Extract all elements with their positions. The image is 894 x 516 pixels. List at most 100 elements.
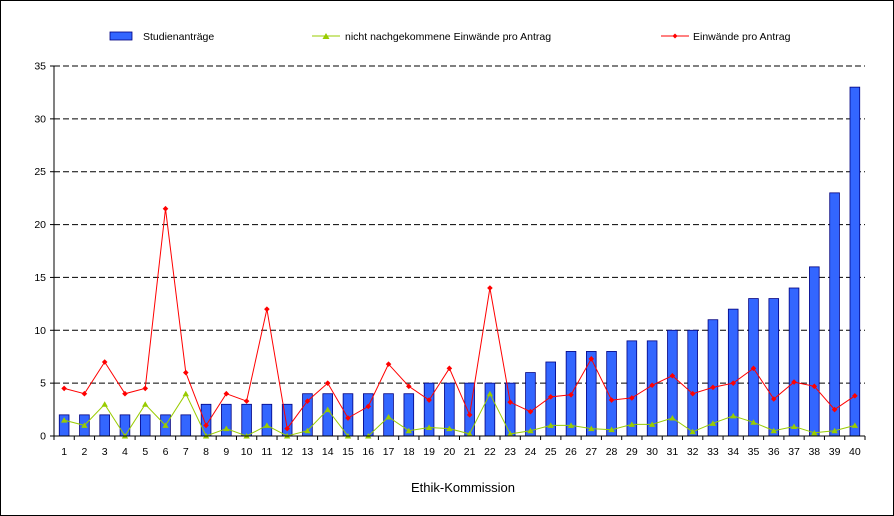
bar — [119, 414, 131, 437]
bar — [707, 319, 719, 437]
x-tick-label: 8 — [203, 446, 209, 458]
x-tick-label: 29 — [626, 446, 638, 458]
x-tick-label: 4 — [122, 446, 128, 458]
bar — [525, 372, 536, 437]
legend-label: Studienanträge — [143, 31, 214, 43]
x-tick-label: 33 — [707, 446, 719, 458]
point-marker — [831, 406, 838, 413]
x-tick-label: 12 — [281, 446, 293, 458]
point-marker — [547, 394, 554, 400]
point-marker — [486, 390, 494, 397]
point-marker — [446, 365, 453, 372]
x-tick-label: 40 — [849, 446, 861, 458]
x-tick-label: 17 — [383, 446, 395, 458]
x-axis-title: Ethik-Kommission — [411, 480, 515, 495]
point-marker — [506, 430, 514, 437]
point-marker — [628, 421, 636, 427]
bar — [788, 287, 800, 437]
x-tick-label: 25 — [545, 446, 557, 458]
x-tick-label: 39 — [829, 446, 841, 458]
point-marker — [527, 408, 534, 415]
point-marker — [162, 422, 169, 428]
point-marker — [182, 390, 189, 397]
point-marker — [588, 356, 595, 362]
x-tick-label: 15 — [342, 446, 354, 458]
y-tick-label: 15 — [34, 272, 46, 284]
point-marker — [851, 422, 859, 428]
x-tick-label: 6 — [163, 446, 169, 458]
legend-marker-diamond — [672, 33, 678, 39]
point-marker — [142, 401, 149, 407]
x-tick-label: 7 — [183, 446, 189, 458]
x-tick-label: 30 — [646, 446, 658, 458]
point-marker — [426, 397, 432, 403]
point-marker — [730, 380, 737, 386]
bar — [342, 393, 354, 437]
x-tick-label: 20 — [444, 446, 456, 458]
bar — [261, 403, 273, 437]
y-tick-label: 0 — [40, 431, 46, 443]
x-tick-label: 3 — [102, 446, 108, 458]
point-marker — [61, 385, 67, 392]
bar — [849, 86, 861, 437]
bar — [221, 403, 232, 437]
x-tick-label: 14 — [322, 446, 334, 458]
x-tick-label: 11 — [261, 446, 272, 458]
point-marker — [466, 412, 473, 418]
legend-swatch-bar — [109, 31, 133, 41]
x-tick-label: 5 — [142, 446, 148, 458]
x-tick-label: 27 — [585, 446, 597, 458]
x-tick-label: 28 — [606, 446, 618, 458]
bar — [768, 298, 780, 437]
point-marker — [324, 406, 331, 413]
point-marker — [203, 422, 209, 429]
point-marker — [81, 422, 88, 428]
point-marker — [425, 424, 433, 431]
x-tick-label: 23 — [504, 446, 516, 458]
x-tick-label: 37 — [788, 446, 800, 458]
point-marker — [446, 425, 453, 432]
legend-item-einwaende: Einwände pro Antrag — [661, 31, 791, 43]
x-tick-label: 36 — [768, 446, 780, 458]
y-tick-label: 10 — [34, 325, 46, 337]
point-marker — [263, 422, 271, 428]
x-tick-label: 34 — [727, 446, 739, 458]
point-marker — [790, 423, 798, 429]
point-marker — [101, 401, 108, 407]
point-marker — [365, 403, 372, 410]
point-marker — [142, 385, 149, 392]
x-tick-label: 9 — [223, 446, 229, 458]
legend-marker-triangle — [322, 33, 330, 39]
point-marker — [649, 382, 655, 389]
point-marker — [710, 384, 716, 391]
series-line — [63, 392, 856, 437]
y-tick-label: 25 — [34, 166, 46, 178]
point-marker — [284, 425, 290, 432]
axes — [53, 66, 865, 437]
point-marker — [304, 427, 311, 434]
x-tick-label: 16 — [362, 446, 374, 458]
x-tick-label: 1 — [61, 446, 67, 458]
x-axis-ticks: 1 2 3 4 5 6 7 8 9 10 11 12 13 14 15 16 17 18 19 20 21 22 23 24 2… — [53, 436, 866, 458]
x-tick-label: 19 — [423, 446, 435, 458]
y-tick-label: 20 — [34, 219, 46, 231]
point-marker — [182, 369, 189, 376]
x-tick-label: 31 — [667, 446, 679, 458]
point-marker — [608, 426, 615, 433]
point-marker — [385, 413, 392, 420]
bar — [809, 266, 820, 437]
point-marker — [852, 393, 858, 399]
point-marker — [629, 395, 635, 401]
x-tick-label: 2 — [81, 446, 87, 458]
point-marker — [243, 398, 250, 404]
x-tick-label: 26 — [565, 446, 577, 458]
line-series-einwaende — [61, 205, 858, 432]
point-marker — [304, 398, 311, 404]
point-marker — [567, 422, 575, 428]
legend-label: nicht nachgekommene Einwände pro Antrag — [345, 31, 551, 43]
x-tick-label: 35 — [748, 446, 760, 458]
point-marker — [223, 425, 230, 432]
point-marker — [811, 429, 818, 436]
point-marker — [406, 383, 412, 390]
